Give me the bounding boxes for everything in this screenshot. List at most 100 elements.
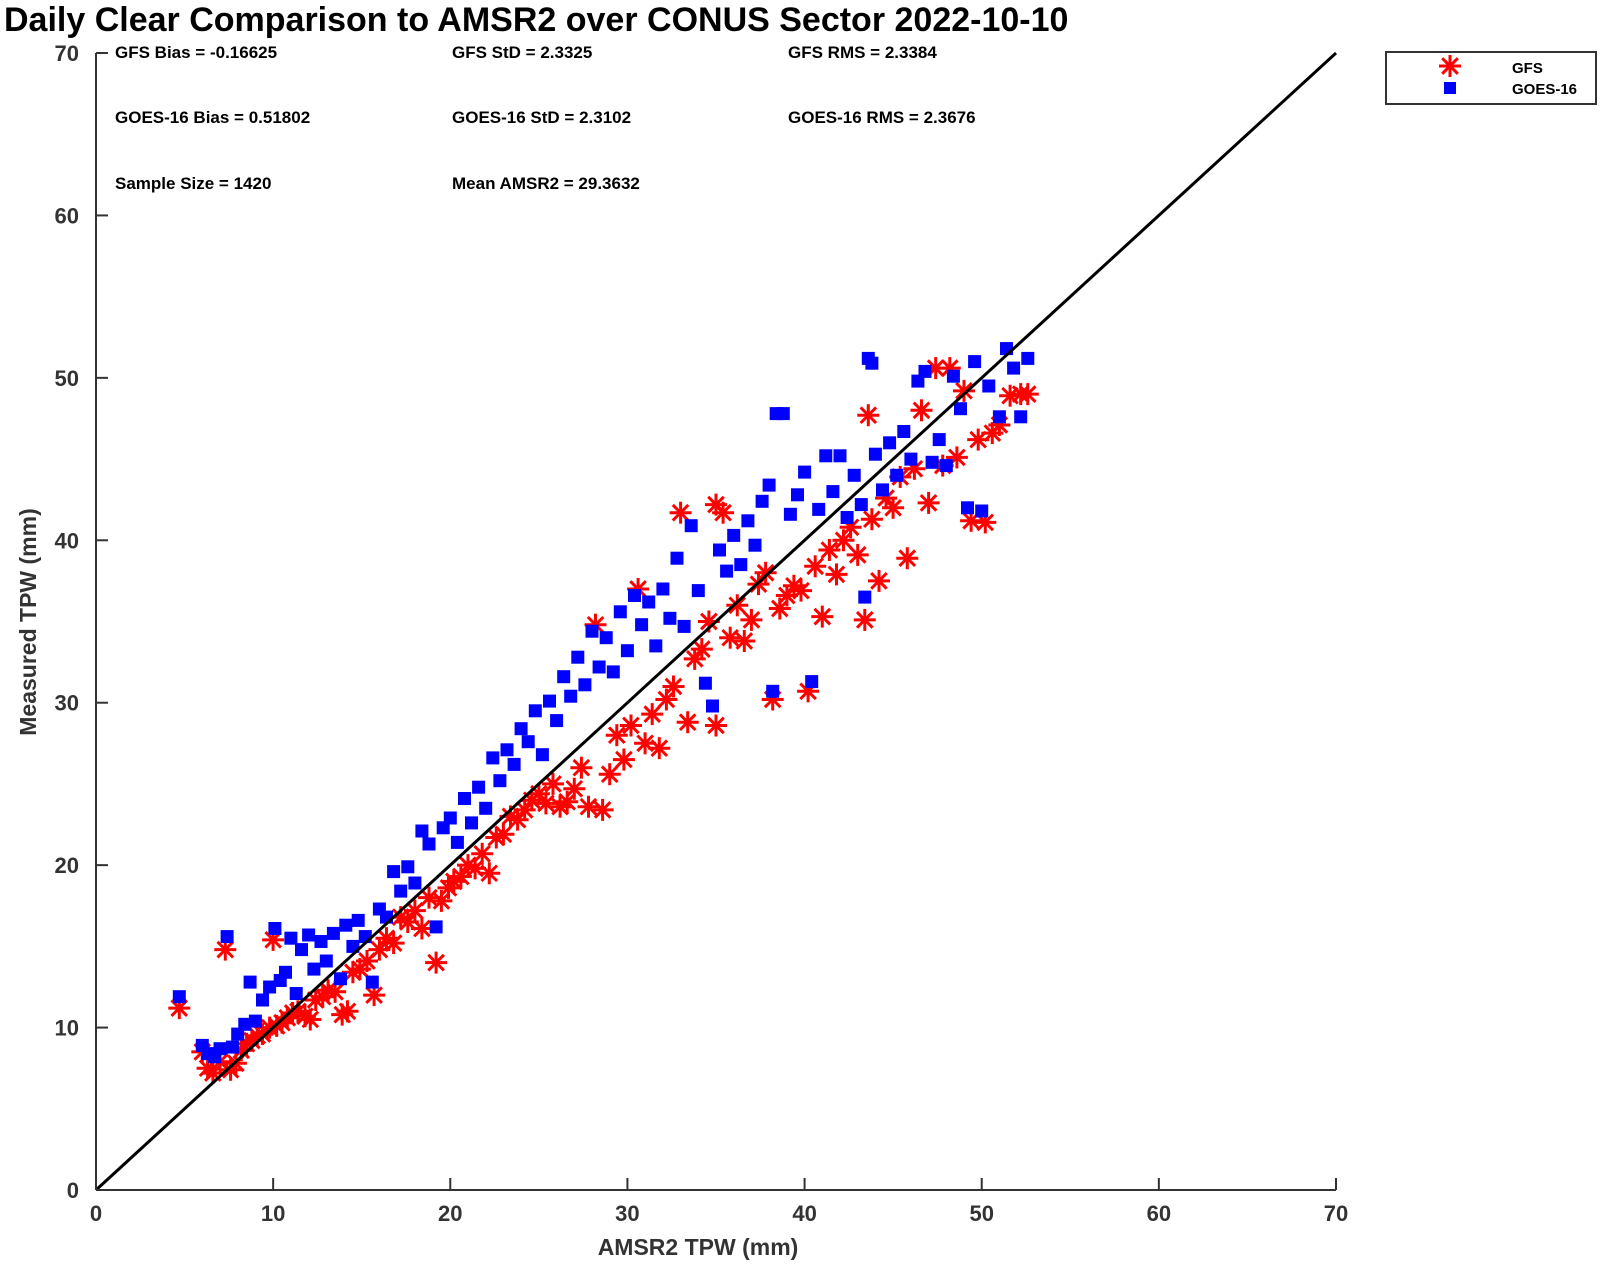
y-tick-label: 50 [55, 366, 79, 391]
gfs-point [726, 594, 749, 617]
goes16-point [606, 665, 620, 679]
goes16-point [783, 507, 797, 521]
goes16-point [592, 660, 606, 674]
goes16-point [314, 935, 328, 948]
goes16-point [620, 644, 634, 658]
goes16-point [521, 735, 535, 749]
stat-goes-std: GOES-16 StD = 2.3102 [452, 108, 631, 127]
goes16-point [720, 564, 734, 578]
goes16-point [706, 699, 719, 713]
gfs-point [804, 555, 827, 578]
goes16-point [450, 835, 464, 849]
one-to-one-reference-line [94, 51, 1338, 1192]
goes16-point [649, 639, 663, 653]
gfs-point [418, 886, 440, 909]
goes16-point [791, 488, 804, 502]
stat-goes-bias: GOES-16 Bias = 0.51802 [115, 108, 310, 127]
goes16-point [599, 631, 613, 645]
goes16-point [422, 837, 436, 851]
gfs-point [857, 404, 880, 427]
goes16-point [436, 821, 450, 835]
goes16-point [932, 433, 946, 447]
legend: GFS GOES-16 [1385, 51, 1597, 105]
gfs-point [478, 862, 501, 885]
goes16-point [805, 675, 819, 689]
goes16-point [365, 975, 379, 989]
goes16-point [642, 595, 656, 609]
y-tick-label: 60 [55, 203, 79, 228]
goes16-point [550, 714, 564, 728]
y-tick-label: 20 [55, 853, 79, 878]
goes16-point [514, 722, 528, 736]
goes16-point [741, 514, 755, 528]
goes16-point [500, 743, 514, 757]
goes16-point [339, 918, 353, 932]
goes16-point [946, 369, 960, 383]
legend-label-gfs: GFS [1512, 60, 1543, 77]
gfs-point [853, 608, 876, 631]
stat-sample-size: Sample Size = 1420 [115, 174, 271, 193]
stats-annotations: GFS Bias = -0.16625 GFS StD = 2.3325 GFS… [115, 43, 976, 193]
gfs-point [570, 756, 593, 779]
goes16-point [812, 502, 826, 516]
gfs-point [410, 917, 433, 940]
goes16-point [613, 605, 627, 619]
x-tick-label: 10 [261, 1201, 285, 1226]
gfs-point [846, 543, 869, 566]
gfs-point [641, 703, 664, 726]
gfs-point [690, 638, 713, 661]
goes16-point [982, 379, 996, 393]
x-tick-label: 20 [438, 1201, 462, 1226]
goes16-point [220, 930, 234, 944]
gfs-point [790, 579, 812, 602]
goes16-point [295, 943, 308, 957]
legend-label-goes16: GOES-16 [1512, 81, 1577, 98]
gfs-point [214, 938, 237, 961]
goes16-point [458, 792, 471, 805]
goes16-point [256, 993, 269, 1007]
x-axis-label: AMSR2 TPW (mm) [598, 1234, 799, 1260]
gfs-point [492, 823, 515, 846]
gfs-point [818, 539, 841, 561]
goes16-point [238, 1017, 252, 1031]
goes16-point [925, 455, 939, 469]
goes16-point [268, 922, 282, 935]
gfs-point [534, 792, 557, 815]
gfs-point [430, 889, 453, 912]
goes16-point [865, 356, 879, 370]
goes16-point [939, 459, 953, 473]
gfs-point [910, 399, 933, 422]
goes16-point [918, 364, 932, 378]
gfs-point [612, 748, 635, 771]
goes16-point [734, 558, 748, 572]
gfs-point [860, 508, 883, 531]
goes16-point [819, 449, 833, 463]
gfs-point [705, 714, 727, 737]
goes16-point [465, 816, 478, 830]
goes16-point [307, 962, 321, 976]
goes16-point [564, 689, 578, 703]
gfs-point [945, 446, 968, 469]
y-tick-label: 40 [55, 528, 79, 553]
gfs-point [598, 763, 621, 786]
gfs-point [591, 798, 614, 821]
data-points-layer [168, 342, 1039, 1085]
goes16-point [1021, 351, 1035, 365]
goes16-point [766, 684, 780, 698]
goes16-point [507, 757, 521, 771]
goes16-point [279, 965, 292, 979]
goes16-point [954, 402, 967, 416]
goes16-point [1014, 410, 1028, 424]
gfs-point [336, 1000, 359, 1023]
goes16-point [663, 611, 677, 625]
gfs-point [917, 491, 940, 514]
goes16-point [408, 876, 422, 890]
goes16-point [854, 498, 868, 512]
gfs-point [811, 605, 834, 628]
gfs-point [662, 675, 685, 698]
goes16-point [289, 987, 303, 1000]
gfs-point [605, 724, 628, 747]
goes16-point [326, 926, 340, 940]
gfs-point [1016, 383, 1039, 406]
